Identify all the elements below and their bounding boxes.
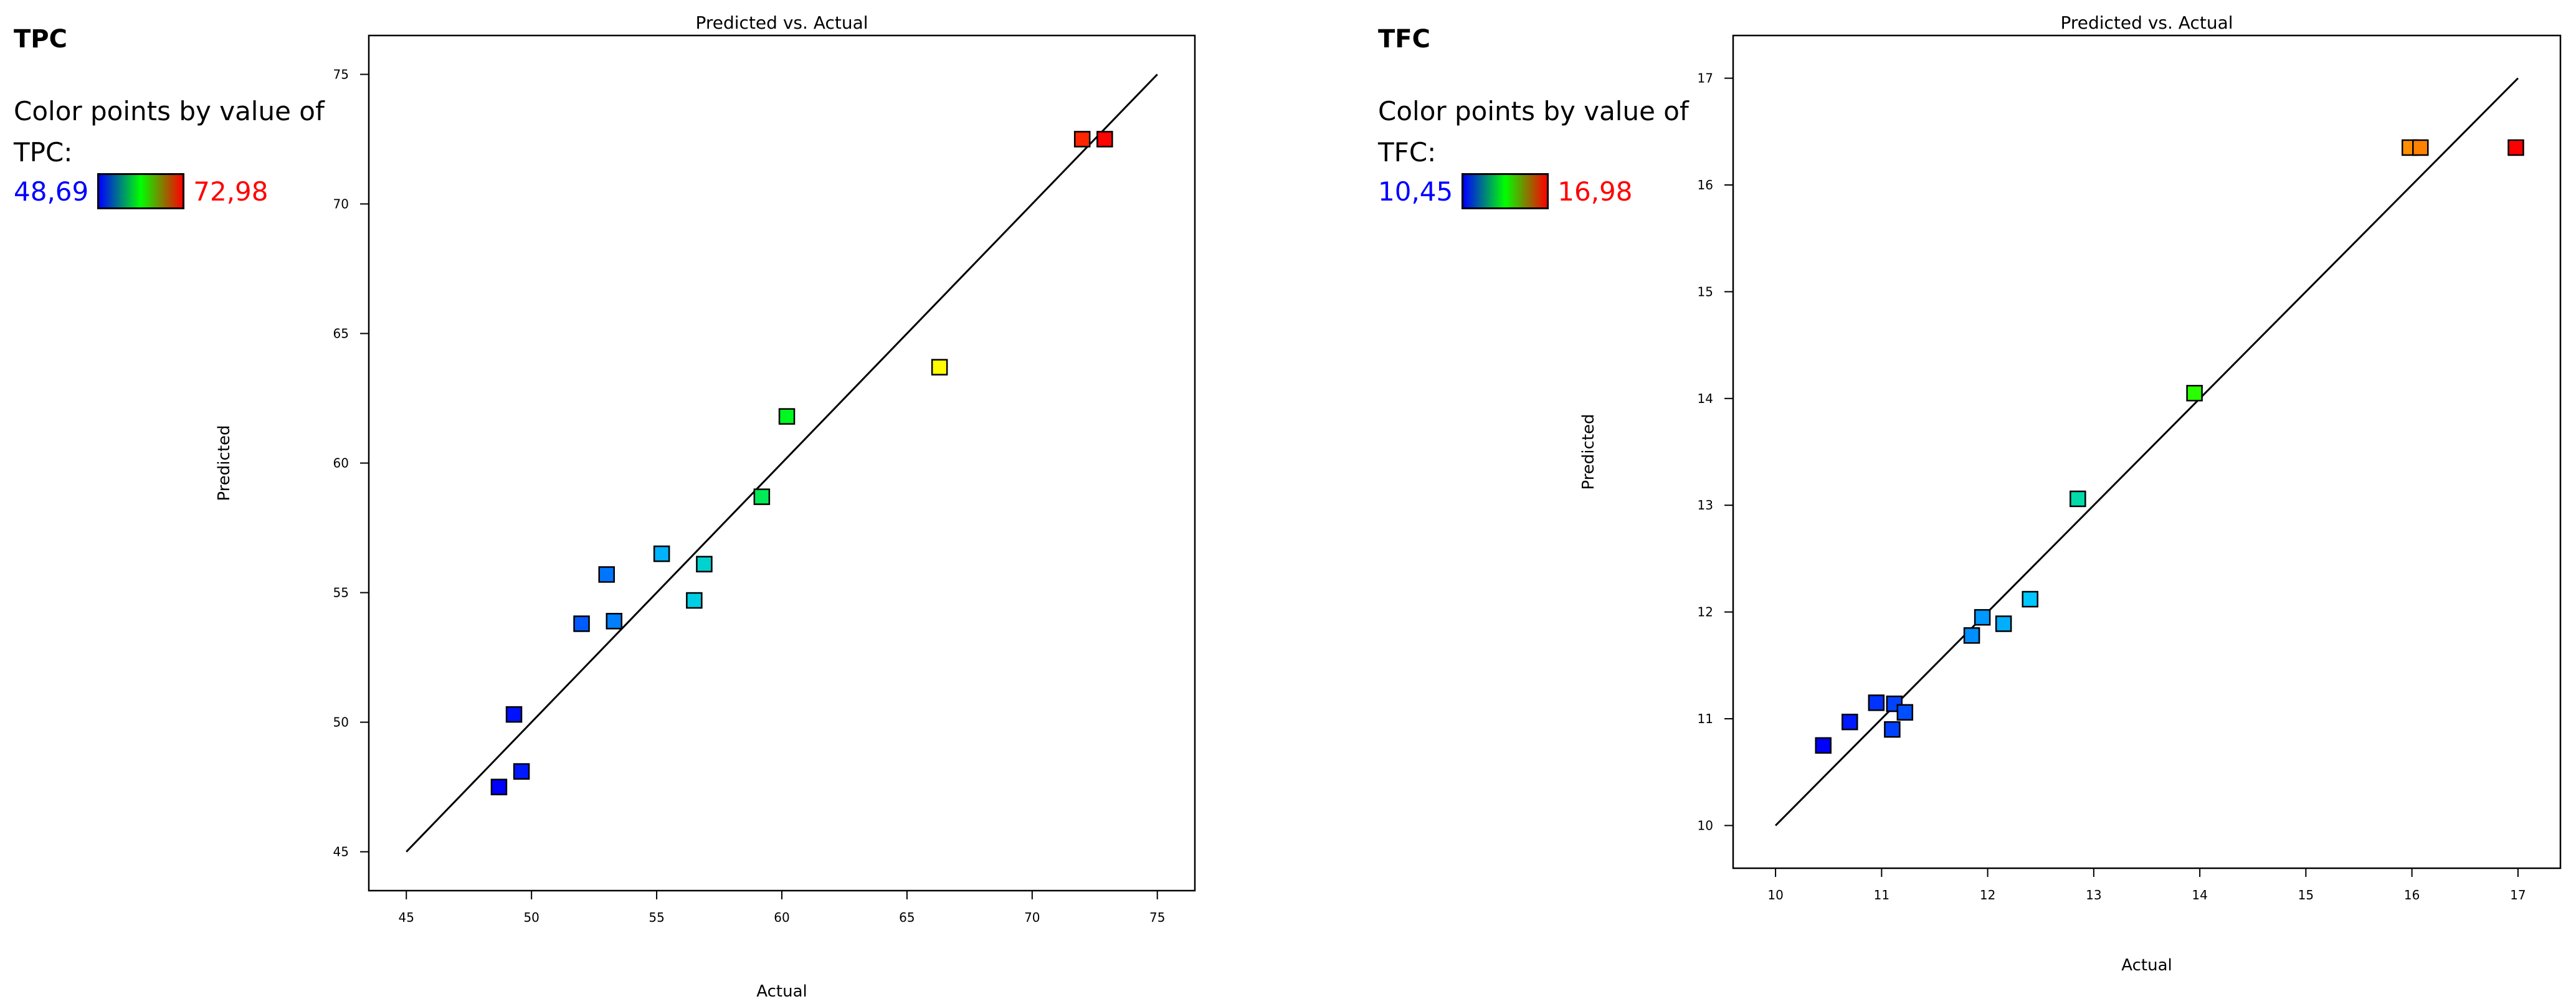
- data-point: [1868, 694, 1885, 711]
- color-by-variable: TPC:: [14, 137, 73, 168]
- color-gradient-bar: [1461, 173, 1549, 209]
- data-point: [1896, 704, 1914, 721]
- chart-tfc: Predicted vs. Actual 10 11 12 13 14 15 16 17 10 11…: [1579, 12, 2562, 975]
- y-tick-label: 12: [1698, 605, 1713, 620]
- data-point: [1963, 627, 1980, 644]
- data-point: [1995, 615, 2012, 632]
- y-tick-label: 45: [333, 845, 349, 860]
- x-tick-label: 13: [2086, 888, 2101, 902]
- x-tick-label: 14: [2192, 888, 2207, 902]
- y-axis-label: Predicted: [1579, 414, 1598, 490]
- data-point: [653, 545, 670, 562]
- data-point: [686, 592, 703, 609]
- x-tick-label: 10: [1767, 888, 1783, 902]
- data-point: [1886, 695, 1903, 713]
- data-point: [2186, 384, 2203, 402]
- color-by-variable: TFC:: [1378, 137, 1437, 168]
- data-point: [505, 706, 523, 723]
- color-scale-max: 16,98: [1557, 176, 1633, 207]
- tpc-legend: TPC Color points by value of TPC: 48,69 …: [14, 25, 325, 209]
- y-tick-label: 65: [333, 326, 349, 341]
- x-tick-label: 16: [2404, 888, 2420, 902]
- color-scale-min: 10,45: [1378, 176, 1453, 207]
- y-tick-label: 75: [333, 67, 349, 82]
- data-point: [1842, 713, 1858, 731]
- data-point: [1815, 737, 1832, 754]
- data-point: [1096, 131, 1113, 148]
- x-tick-label: 70: [1024, 910, 1040, 925]
- y-tick-label: 11: [1698, 711, 1713, 726]
- data-point: [1073, 131, 1091, 148]
- x-tick-label: 60: [774, 910, 789, 925]
- color-scale-max: 72,98: [193, 176, 269, 207]
- response-label: TPC: [14, 25, 67, 54]
- color-gradient-bar: [97, 173, 185, 209]
- chart-title: Predicted vs. Actual: [695, 12, 868, 33]
- x-tick-label: 65: [899, 910, 915, 925]
- y-tick-label: 13: [1698, 498, 1713, 513]
- chart-title: Predicted vs. Actual: [2060, 12, 2233, 33]
- data-point: [778, 408, 796, 425]
- data-point: [696, 556, 713, 573]
- chart-tpc: Predicted vs. Actual 45 50 55 60 65 70 75 45 50 55…: [215, 12, 1196, 1001]
- x-axis-label: Actual: [756, 982, 807, 1001]
- y-tick-label: 60: [333, 456, 349, 471]
- plot-frame: [1732, 34, 2562, 869]
- data-point: [598, 566, 615, 583]
- x-tick-label: 50: [523, 910, 539, 925]
- data-point: [1884, 721, 1901, 738]
- data-point: [2412, 139, 2429, 156]
- data-point: [606, 613, 623, 630]
- y-tick-label: 10: [1698, 818, 1713, 833]
- data-point: [2022, 590, 2038, 608]
- data-point: [1974, 609, 1991, 626]
- color-scale: 10,45 16,98: [1378, 173, 1689, 209]
- y-tick-label: 70: [333, 196, 349, 211]
- data-point: [513, 763, 530, 780]
- response-label: TFC: [1378, 25, 1430, 54]
- x-axis-label: Actual: [2121, 956, 2172, 975]
- y-tick-label: 55: [333, 585, 349, 600]
- x-tick-label: 45: [399, 910, 414, 925]
- y-tick-label: 15: [1698, 284, 1713, 299]
- y-tick-label: 17: [1698, 71, 1713, 86]
- x-tick-label: 15: [2298, 888, 2314, 902]
- y-axis-label: Predicted: [215, 425, 234, 501]
- tfc-legend: TFC Color points by value of TFC: 10,45 …: [1378, 25, 1689, 209]
- color-by-text: Color points by value of: [1378, 96, 1689, 126]
- y-tick-label: 14: [1698, 391, 1713, 406]
- color-scale: 48,69 72,98: [14, 173, 325, 209]
- data-point: [490, 779, 508, 795]
- data-point: [753, 488, 771, 505]
- x-tick-label: 17: [2510, 888, 2526, 902]
- color-scale-min: 48,69: [14, 176, 89, 207]
- x-tick-label: 55: [649, 910, 664, 925]
- reference-line: [406, 73, 1158, 853]
- color-by-text: Color points by value of: [14, 96, 325, 126]
- y-tick-label: 50: [333, 715, 349, 730]
- x-tick-label: 75: [1149, 910, 1165, 925]
- data-point: [931, 359, 948, 376]
- x-tick-label: 11: [1874, 888, 1889, 902]
- x-tick-label: 12: [1980, 888, 1995, 902]
- y-tick-label: 16: [1698, 178, 1713, 192]
- data-point: [2507, 139, 2524, 156]
- data-point: [573, 615, 590, 632]
- reference-line: [1775, 77, 2519, 826]
- data-point: [2070, 490, 2086, 508]
